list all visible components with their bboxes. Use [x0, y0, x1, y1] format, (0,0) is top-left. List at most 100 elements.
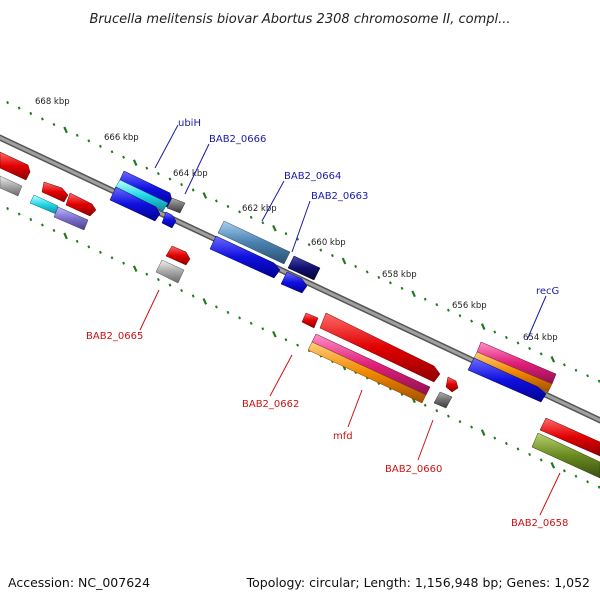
gene-label[interactable]: recG: [536, 286, 559, 297]
minor-tick: [458, 420, 462, 424]
minor-tick: [284, 232, 288, 236]
major-tick: [272, 330, 277, 338]
tick-label: 662 kbp: [242, 204, 277, 214]
minor-tick: [98, 250, 102, 254]
major-tick: [480, 323, 486, 330]
minor-tick: [122, 155, 126, 159]
minor-tick: [29, 111, 33, 116]
tick-label: 656 kbp: [452, 301, 487, 311]
minor-tick: [6, 207, 10, 211]
minor-tick: [238, 210, 242, 214]
gene-label[interactable]: BAB2_0663: [311, 191, 368, 202]
gene-feature[interactable]: [109, 186, 161, 222]
gene-label[interactable]: BAB2_0666: [209, 134, 266, 145]
minor-tick: [98, 144, 102, 148]
minor-tick: [191, 188, 195, 192]
minor-tick: [539, 458, 543, 462]
callout-lines: [139, 124, 561, 516]
gene-features-lower: [155, 245, 600, 479]
minor-tick: [435, 303, 439, 307]
gene-feature[interactable]: [287, 255, 321, 281]
gene-label[interactable]: BAB2_0665: [86, 331, 143, 342]
minor-tick: [435, 409, 439, 413]
minor-tick: [214, 305, 218, 309]
tick-label: 654 kbp: [523, 333, 558, 343]
gene-label[interactable]: ubiH: [178, 118, 201, 129]
gene-feature[interactable]: [166, 197, 186, 214]
minor-tick: [75, 133, 79, 137]
minor-tick: [40, 117, 44, 121]
minor-tick: [17, 212, 21, 216]
gene-feature[interactable]: [307, 341, 427, 404]
minor-tick: [423, 297, 427, 301]
minor-tick: [52, 228, 56, 232]
minor-tick: [110, 256, 114, 260]
minor-tick: [377, 275, 381, 279]
minor-tick: [6, 101, 10, 105]
minor-tick: [40, 223, 44, 227]
minor-tick: [214, 199, 218, 203]
gene-feature[interactable]: [161, 211, 177, 229]
gene-feature[interactable]: [114, 179, 169, 212]
minor-tick: [110, 150, 114, 154]
gene-feature[interactable]: [0, 175, 23, 197]
minor-tick: [330, 254, 334, 258]
gene-label[interactable]: BAB2_0662: [242, 399, 299, 410]
gene-feature[interactable]: [209, 235, 281, 279]
gene-features-upper: [0, 151, 557, 403]
gene-feature[interactable]: [280, 271, 308, 294]
minor-tick: [539, 352, 543, 356]
minor-tick: [122, 261, 126, 265]
gene-feature[interactable]: [41, 181, 69, 203]
minor-tick: [180, 183, 184, 187]
major-tick: [63, 232, 68, 240]
gene-feature[interactable]: [467, 357, 547, 403]
minor-tick: [470, 425, 474, 429]
gene-feature[interactable]: [319, 312, 441, 383]
minor-tick: [319, 248, 323, 252]
minor-tick: [145, 272, 149, 276]
minor-tick: [574, 474, 578, 478]
gene-label[interactable]: BAB2_0658: [511, 518, 568, 529]
gene-feature[interactable]: [155, 259, 185, 284]
gene-feature[interactable]: [301, 312, 319, 329]
minor-tick: [249, 321, 253, 325]
gene-feature[interactable]: [539, 417, 600, 457]
gene-label[interactable]: BAB2_0664: [284, 171, 341, 182]
gene-feature[interactable]: [433, 391, 453, 409]
tick-track-outer: [6, 101, 600, 383]
minor-tick: [168, 283, 172, 287]
gene-feature[interactable]: [65, 192, 97, 217]
gene-feature[interactable]: [165, 245, 191, 266]
gene-feature[interactable]: [445, 376, 459, 393]
tick-label: 660 kbp: [311, 238, 346, 248]
gene-feature[interactable]: [29, 194, 59, 215]
major-tick: [63, 126, 68, 134]
minor-tick: [516, 447, 520, 451]
minor-tick: [354, 264, 358, 268]
gene-label[interactable]: BAB2_0660: [385, 464, 442, 475]
tick-label: 664 kbp: [173, 169, 208, 179]
minor-tick: [493, 436, 497, 440]
minor-tick: [365, 270, 369, 274]
minor-tick: [562, 469, 566, 473]
minor-tick: [238, 316, 242, 320]
gene-feature[interactable]: [217, 220, 291, 265]
minor-tick: [504, 441, 508, 446]
gene-feature[interactable]: [531, 432, 600, 479]
minor-tick: [17, 106, 21, 110]
tick-track-inner: [6, 207, 600, 489]
gene-label[interactable]: mfd: [333, 431, 353, 442]
gene-feature[interactable]: [472, 351, 553, 393]
minor-tick: [388, 281, 392, 285]
major-tick: [202, 298, 208, 305]
minor-tick: [504, 335, 508, 340]
gene-feature[interactable]: [53, 206, 89, 231]
minor-tick: [586, 480, 590, 484]
minor-tick: [156, 172, 160, 176]
major-tick: [132, 159, 138, 167]
gene-feature[interactable]: [0, 151, 31, 181]
tick-label: 668 kbp: [35, 97, 70, 107]
minor-tick: [296, 343, 300, 347]
minor-tick: [87, 139, 91, 143]
